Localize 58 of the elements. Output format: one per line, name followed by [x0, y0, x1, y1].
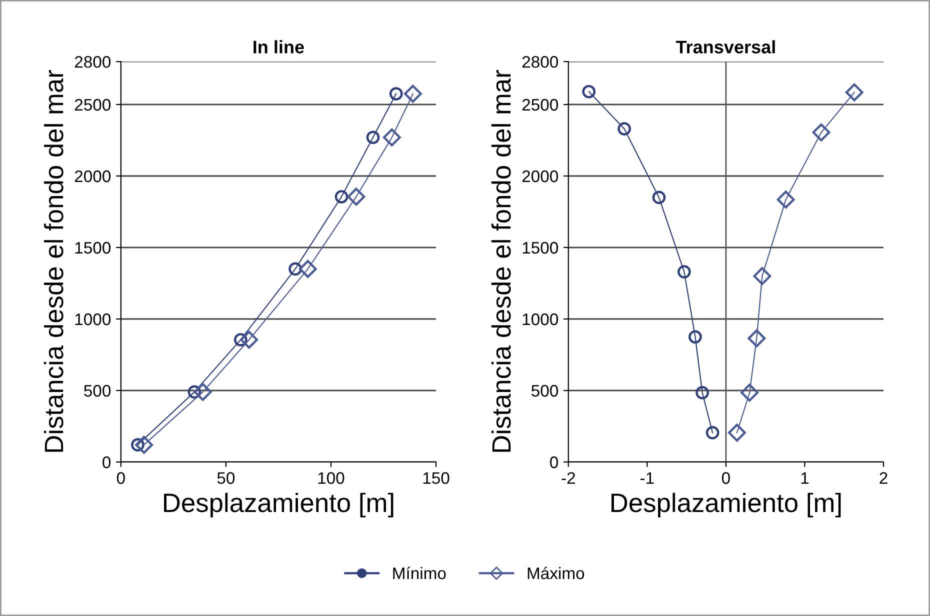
y-tick-label: 1500: [75, 242, 111, 254]
point: [188, 385, 202, 399]
y-tick-label: 0: [550, 456, 558, 468]
point: [288, 262, 302, 276]
point: [240, 330, 258, 349]
y-tick-label: 0: [102, 456, 111, 468]
x-tick-label: 150: [423, 472, 450, 484]
y-tick-label: 2500: [74, 98, 111, 111]
point: [234, 333, 248, 346]
y-tick-label: 1500: [522, 242, 558, 254]
legend-label: Máximo: [528, 566, 584, 580]
point: [753, 267, 772, 286]
point: [776, 190, 795, 209]
y-axis-title: Distancia desde el fondo del mar: [491, 70, 511, 452]
y-tick-label: 500: [532, 384, 558, 397]
point: [347, 188, 366, 206]
point: [748, 329, 766, 348]
chart-title: Transversal: [676, 40, 775, 54]
point: [618, 122, 631, 136]
point: [366, 130, 380, 144]
legend-label: Mínimo: [393, 566, 446, 580]
y-tick-label: 2000: [74, 170, 111, 182]
x-tick-label: 100: [318, 472, 344, 484]
x-tick-label: -1: [640, 472, 654, 484]
y-tick-label: 2000: [522, 170, 558, 182]
x-tick-label: 0: [722, 472, 730, 484]
point: [812, 123, 830, 142]
y-tick-label: 2800: [522, 56, 558, 68]
y-tick-label: 1000: [75, 313, 111, 326]
point: [688, 330, 702, 344]
y-tick-label: 2800: [74, 56, 111, 68]
x-axis-title: Desplazamiento [m]: [164, 492, 394, 518]
point: [678, 265, 691, 278]
point: [382, 128, 401, 146]
y-tick-label: 2500: [522, 98, 558, 111]
point: [404, 84, 422, 103]
point: [706, 426, 720, 440]
point: [652, 190, 666, 204]
point: [740, 384, 759, 402]
point: [194, 382, 212, 401]
x-tick-label: 2: [880, 472, 888, 484]
x-axis-title: Desplazamiento [m]: [612, 492, 841, 518]
point: [389, 87, 403, 100]
chart-title: In line: [254, 40, 304, 54]
y-tick-label: 1000: [522, 313, 558, 326]
point: [582, 84, 596, 98]
point: [298, 260, 317, 278]
point: [696, 386, 709, 400]
point: [334, 190, 348, 204]
point: [728, 424, 746, 442]
x-tick-label: -2: [562, 472, 575, 484]
y-axis-title: Distancia desde el fondo del mar: [44, 70, 64, 452]
point: [135, 436, 153, 454]
x-tick-label: 50: [217, 472, 235, 484]
x-tick-label: 1: [801, 472, 809, 484]
x-tick-label: 0: [116, 472, 125, 484]
y-tick-label: 500: [84, 384, 111, 397]
point: [845, 83, 864, 102]
